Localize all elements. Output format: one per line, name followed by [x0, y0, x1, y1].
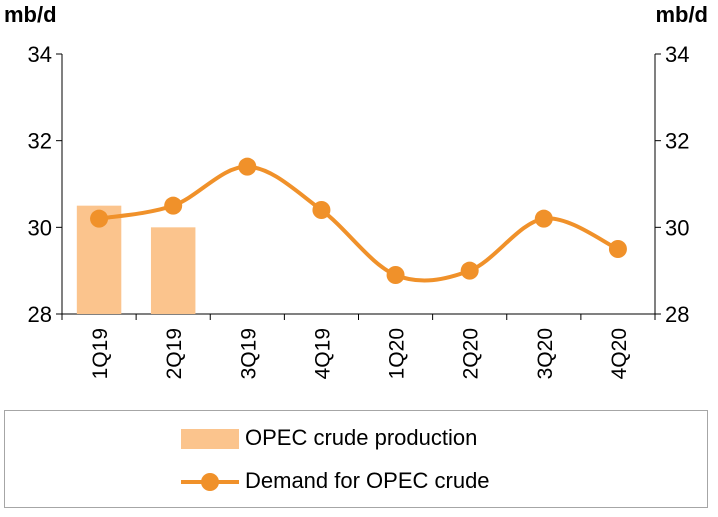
production-bar: [150, 227, 196, 314]
category-label: 3Q20: [534, 328, 557, 379]
category-label: 1Q19: [89, 328, 112, 379]
left-tick-label: 32: [28, 129, 52, 154]
category-label: 3Q19: [237, 328, 260, 379]
demand-point: [386, 266, 405, 284]
demand-point: [164, 196, 183, 215]
demand-point: [608, 240, 627, 258]
category-label: 1Q20: [386, 328, 409, 379]
demand-point: [238, 157, 257, 176]
right-tick-label: 32: [665, 129, 689, 154]
demand-point: [90, 209, 109, 228]
legend-bar-swatch: [181, 429, 239, 449]
left-tick-label: 28: [28, 302, 52, 327]
right-axis-label: mb/d: [655, 2, 708, 27]
left-tick-label: 30: [28, 215, 52, 240]
chart: mb/d mb/d 28 30 32 34 28 30 32 34 1Q19 2Q19 3Q19 4…: [4, 2, 708, 379]
legend-item-demand: Demand for OPEC crude: [5, 466, 707, 496]
category-label: 2Q19: [163, 328, 186, 379]
category-label: 2Q20: [460, 328, 483, 379]
legend: OPEC crude production Demand for OPEC cr…: [4, 410, 708, 508]
left-axis-label: mb/d: [4, 2, 57, 27]
left-tick-label: 34: [28, 42, 52, 67]
demand-point: [312, 201, 331, 219]
category-label: 4Q20: [608, 328, 631, 379]
right-tick-label: 34: [665, 42, 689, 67]
legend-label-demand: Demand for OPEC crude: [245, 468, 490, 493]
legend-label-production: OPEC crude production: [245, 425, 478, 450]
legend-line-swatch: [181, 473, 239, 491]
category-label: 4Q19: [311, 328, 334, 379]
demand-point: [534, 209, 553, 228]
right-tick-label: 30: [665, 215, 689, 240]
legend-item-production: OPEC crude production: [5, 423, 707, 453]
right-tick-label: 28: [665, 302, 689, 327]
demand-point: [460, 261, 479, 280]
